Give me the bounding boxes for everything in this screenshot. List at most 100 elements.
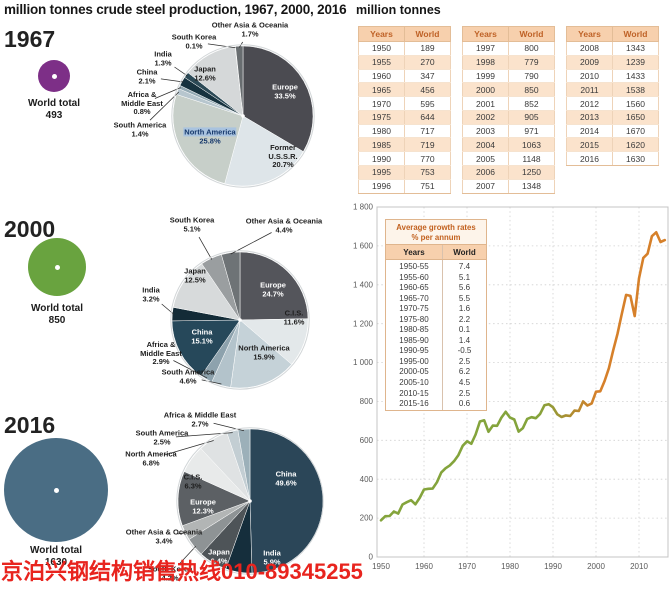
pie-center-dot <box>248 499 252 503</box>
table-cell: 1950 <box>358 41 405 56</box>
pie-label-south-america: South America 1.4% <box>113 120 167 138</box>
circle-center-dot <box>51 73 57 79</box>
table-cell: 2011 <box>566 82 613 98</box>
table-cell: 2001 <box>462 96 509 111</box>
table-cell: 1990 <box>358 151 405 167</box>
table-cell: 717 <box>404 124 451 139</box>
x-tick-label: 2010 <box>630 562 648 571</box>
pie-label-india: India 1.3% <box>154 49 172 67</box>
table-cell: 2.5 <box>441 388 486 400</box>
pie-label-africa-middle-east: Africa & Middle East 0.8% <box>121 90 163 117</box>
table-row: 1996 751 <box>358 179 451 194</box>
year-table-1950-1996: Years World 1950 189 1955 270 1960 347 1965 456 19… <box>358 26 451 194</box>
table-row: 1997 800 <box>462 41 555 56</box>
table-cell: 456 <box>404 82 451 98</box>
year-table-1: Years World 1950 189 1955 270 1960 347 1965 456 19… <box>358 26 451 194</box>
table-cell: 2005 <box>462 151 509 167</box>
table-cell: 5.5 <box>441 293 486 305</box>
table-cell: 347 <box>404 69 451 84</box>
leader-line-china <box>160 78 184 83</box>
table-cell: 595 <box>404 96 451 111</box>
column-header: Years <box>566 26 613 42</box>
leader-line-africa-middle-east <box>213 422 245 432</box>
table-cell: 905 <box>508 110 555 125</box>
table-row: 1955 270 <box>358 55 451 70</box>
table-cell: 1985-90 <box>399 335 429 345</box>
table-cell: 2006 <box>462 165 509 180</box>
year-table-3: Years World 2008 1343 2009 1239 2010 1433 2011 15… <box>566 26 659 167</box>
table-row: 2007 1348 <box>462 179 555 194</box>
pie-label-south-america: South America 4.6% <box>161 367 215 385</box>
table-row: 1975-80 2.2 <box>386 314 486 326</box>
growth-table-grid: Years World 1950-55 7.4 1955-60 5.1 1960-65 5.6… <box>386 244 486 410</box>
table-cell: 1670 <box>612 124 659 139</box>
column-header: Years <box>358 26 405 42</box>
table-row: 2010 1433 <box>566 69 659 84</box>
pie-label-north-america: North America 25.8% <box>183 127 237 145</box>
leader-line-south-america <box>201 379 222 385</box>
table-cell: 1955 <box>358 55 405 70</box>
pie-label-japan: Japan 12.5% <box>184 266 206 284</box>
year-label-2016: 2016 <box>4 412 56 438</box>
table-cell: 1960 <box>358 69 405 84</box>
pie-label-south-korea: South Korea 5.1% <box>169 215 215 233</box>
pie-label-europe: Europe 33.5% <box>272 82 298 100</box>
table-cell: 189 <box>404 41 451 56</box>
table-row: 2000-05 6.2 <box>386 367 486 379</box>
table-cell: 1348 <box>508 179 555 194</box>
y-tick-label: 1 600 <box>353 242 374 251</box>
world-total-2016: World total 1630 <box>16 545 96 568</box>
y-tick-label: 800 <box>360 397 374 406</box>
leader-line-south-korea <box>198 236 213 260</box>
table-row: 1950 189 <box>358 41 451 56</box>
table-row: 2002 905 <box>462 110 555 125</box>
world-total-circle-2016 <box>4 438 108 542</box>
pie-chart-2000: Europe 24.7% C.I.S. 11.6% North America 15.9%… <box>0 210 345 402</box>
table-row: 2016 1630 <box>566 151 659 167</box>
world-total-label: World total <box>29 545 83 556</box>
pie-label-south-korea: South Korea 0.1% <box>171 32 217 50</box>
table-row: 2006 1250 <box>462 165 555 180</box>
pie-label-north-america: North America 6.8% <box>125 449 177 467</box>
table-cell: 751 <box>404 179 451 194</box>
table-cell: 1980-85 <box>399 325 429 335</box>
pie-label-c-i-s: C.I.S. 11.6% <box>283 308 305 326</box>
world-total-1967: World total 493 <box>14 98 94 121</box>
table-row: 2009 1239 <box>566 55 659 70</box>
pie-label-south-america: South America 2.5% <box>135 428 189 446</box>
table-cell: 1975 <box>358 110 405 125</box>
leader-line-africa-middle-east <box>154 87 181 99</box>
table-cell: 7.4 <box>441 259 486 273</box>
table-cell: 5.1 <box>441 272 486 284</box>
table-row: 1970 595 <box>358 96 451 111</box>
table-row: 2005 1148 <box>462 151 555 167</box>
table-row: 1950-55 7.4 <box>386 259 486 273</box>
y-tick-label: 1 400 <box>353 280 374 289</box>
y-tick-label: 1 200 <box>353 319 374 328</box>
table-cell: 2010 <box>566 69 613 84</box>
table-cell: 2016 <box>566 151 613 167</box>
table-cell: 1975-80 <box>399 314 429 324</box>
line-chart-world-production: 0 200 400 600 800 1 000 1 200 1 400 1 600 1 800 19… <box>352 196 670 588</box>
pie-slice-north-america <box>172 94 244 184</box>
table-cell: 2015 <box>566 137 613 153</box>
table-row: 1980-85 0.1 <box>386 325 486 336</box>
table-cell: 1960-65 <box>399 283 429 293</box>
pie-1967-svg <box>149 41 315 188</box>
table-cell: 1343 <box>612 41 659 56</box>
pie-label-india: India 3.2% <box>142 285 160 303</box>
column-header: World <box>441 244 486 260</box>
table-row: 1990 770 <box>358 151 451 167</box>
table-cell: 2008 <box>566 41 613 56</box>
table-row: 1955-60 5.1 <box>386 272 486 284</box>
column-header: World <box>612 26 659 42</box>
table-cell: 1650 <box>612 110 659 125</box>
table-cell: 1955-60 <box>399 272 429 282</box>
table-cell: 1950-55 <box>399 262 429 271</box>
table-row: 1999 790 <box>462 69 555 84</box>
year-table-2008-2016: Years World 2008 1343 2009 1239 2010 1433 2011 15… <box>566 26 659 167</box>
table-cell: 1063 <box>508 137 555 153</box>
y-tick-label: 1 800 <box>353 203 374 212</box>
table-row: 2008 1343 <box>566 41 659 56</box>
table-cell: 1995 <box>358 165 405 180</box>
